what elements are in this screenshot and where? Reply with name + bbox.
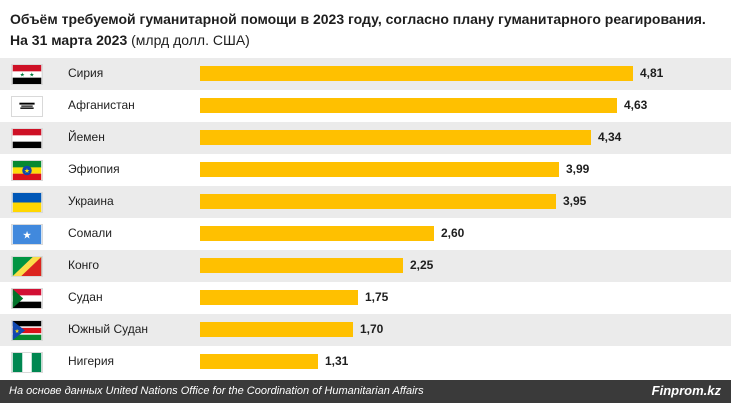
value-label: 2,60 xyxy=(441,226,465,240)
svg-text:★: ★ xyxy=(24,168,30,175)
category-label: Судан xyxy=(68,290,103,304)
footer-bar: На основе данных United Nations Office f… xyxy=(0,380,731,403)
somalia-flag-icon: ★ xyxy=(11,224,43,245)
chart-title: Объём требуемой гуманитарной помощи в 20… xyxy=(10,9,710,51)
chart-title-unit: (млрд долл. США) xyxy=(127,32,250,48)
svg-text:★: ★ xyxy=(20,72,25,79)
chart-row: ★ Эфиопия 3,99 xyxy=(0,154,731,186)
value-label: 3,99 xyxy=(566,162,590,176)
chart-row: Судан 1,75 xyxy=(0,282,731,314)
bar xyxy=(200,194,556,209)
bar xyxy=(200,258,403,273)
ethiopia-flag-icon: ★ xyxy=(11,160,43,181)
chart-row: ★ Южный Судан 1,70 xyxy=(0,314,731,346)
chart-row: Нигерия 1,31 xyxy=(0,346,731,378)
nigeria-flag-icon xyxy=(11,352,43,373)
chart-row: ★ ★ Сирия 4,81 xyxy=(0,58,731,90)
svg-text:★: ★ xyxy=(29,72,34,79)
value-label: 4,63 xyxy=(624,98,648,112)
svg-text:★: ★ xyxy=(14,328,19,335)
category-label: Йемен xyxy=(68,130,105,144)
afghanistan-flag-icon xyxy=(11,96,43,117)
category-label: Конго xyxy=(68,258,100,272)
bar xyxy=(200,322,353,337)
bar-chart: ★ ★ Сирия 4,81 Афганистан 4,63 Йемен 4,34 ★ Эфиоп… xyxy=(0,58,731,380)
category-label: Сомали xyxy=(68,226,112,240)
chart-row: Йемен 4,34 xyxy=(0,122,731,154)
syria-flag-icon: ★ ★ xyxy=(11,64,43,85)
category-label: Украина xyxy=(68,194,114,208)
value-label: 4,81 xyxy=(640,66,664,80)
source-note: На основе данных United Nations Office f… xyxy=(9,385,424,397)
value-label: 1,31 xyxy=(325,354,349,368)
value-label: 1,70 xyxy=(360,322,384,336)
brand-logo: Finprom.kz xyxy=(651,383,721,398)
category-label: Южный Судан xyxy=(68,322,149,336)
chart-row: ★ Сомали 2,60 xyxy=(0,218,731,250)
value-label: 2,25 xyxy=(410,258,434,272)
category-label: Афганистан xyxy=(68,98,135,112)
chart-row: Афганистан 4,63 xyxy=(0,90,731,122)
value-label: 3,95 xyxy=(563,194,587,208)
yemen-flag-icon xyxy=(11,128,43,149)
chart-row: Конго 2,25 xyxy=(0,250,731,282)
category-label: Сирия xyxy=(68,66,104,80)
category-label: Эфиопия xyxy=(68,162,120,176)
bar xyxy=(200,130,591,145)
svg-text:★: ★ xyxy=(22,230,31,241)
bar xyxy=(200,162,559,177)
chart-title-main: Объём требуемой гуманитарной помощи в 20… xyxy=(10,11,706,48)
bar xyxy=(200,98,617,113)
bar xyxy=(200,66,633,81)
ukraine-flag-icon xyxy=(11,192,43,213)
south-sudan-flag-icon: ★ xyxy=(11,320,43,341)
value-label: 1,75 xyxy=(365,290,389,304)
bar xyxy=(200,354,318,369)
value-label: 4,34 xyxy=(598,130,622,144)
category-label: Нигерия xyxy=(68,354,115,368)
bar xyxy=(200,290,358,305)
congo-flag-icon xyxy=(11,256,43,277)
chart-row: Украина 3,95 xyxy=(0,186,731,218)
sudan-flag-icon xyxy=(11,288,43,309)
bar xyxy=(200,226,434,241)
